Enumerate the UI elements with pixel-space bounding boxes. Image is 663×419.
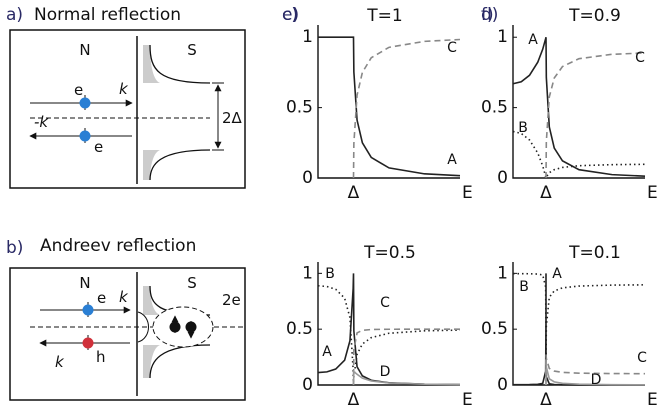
cooper-pair: [153, 307, 213, 347]
series-line: [354, 329, 461, 385]
label: k: [119, 288, 129, 306]
s-label: S: [187, 41, 197, 59]
electron: [170, 322, 181, 333]
y-tick-label: 1: [497, 27, 508, 47]
series-label: A: [552, 266, 562, 282]
diagram-andreev: b) Andreev reflection N S e k 2e k h: [6, 236, 245, 400]
label: e: [97, 289, 106, 307]
figure: a) Normal reflection N S 2Δ e k -k e b) …: [0, 0, 663, 419]
dos-curve: [150, 345, 210, 378]
series-label: A: [528, 32, 538, 48]
diagram-title: Andreev reflection: [40, 236, 196, 256]
diagram-title: Normal reflection: [34, 5, 181, 25]
y-tick-label: 1: [302, 263, 313, 283]
y-tick-label: 0.5: [481, 98, 508, 118]
n-label: N: [79, 41, 90, 59]
frame: [10, 30, 245, 188]
axes: [513, 262, 645, 385]
series-line: [318, 37, 460, 176]
n-label: N: [79, 274, 90, 292]
series-label: C: [637, 350, 647, 366]
x-axis-label: E: [647, 390, 658, 410]
chart-title: T=0.9: [568, 6, 621, 26]
series-label: B: [519, 279, 529, 295]
y-tick-label: 0: [302, 168, 313, 188]
series-label: C: [380, 295, 390, 311]
series-label: A: [447, 152, 457, 168]
y-tick-label: 1: [302, 27, 313, 47]
series-label: B: [518, 120, 528, 136]
series-line: [513, 273, 645, 385]
x-tick-label: Δ: [348, 390, 360, 410]
label: 2e: [222, 291, 241, 309]
y-tick-label: 0: [497, 375, 508, 395]
panel-label: f): [481, 5, 494, 25]
y-tick-label: 1: [497, 263, 508, 283]
label: h: [96, 348, 106, 366]
x-axis-label: E: [462, 390, 473, 410]
diagram-normal: a) Normal reflection N S 2Δ e k -k e: [6, 5, 245, 188]
hole: [83, 338, 94, 349]
series-label: C: [447, 40, 457, 56]
series-line: [513, 131, 645, 178]
y-tick-label: 0.5: [286, 98, 313, 118]
y-tick-label: 0.5: [286, 319, 313, 339]
series-label: A: [322, 344, 332, 360]
label: -k: [34, 113, 49, 131]
dos-curve: [150, 45, 210, 83]
electron: [80, 131, 91, 142]
series-line: [354, 40, 461, 179]
panel-label: e): [282, 5, 299, 25]
electron: [83, 305, 94, 316]
dos-fill: [143, 345, 210, 378]
x-axis-label: E: [647, 183, 658, 203]
electron: [80, 98, 91, 109]
electron: [186, 322, 197, 333]
chart-title: T=1: [366, 6, 402, 26]
series-line: [354, 372, 461, 385]
label: e: [74, 81, 83, 99]
dos-curve: [150, 150, 210, 180]
label: e: [94, 138, 103, 156]
x-tick-label: Δ: [540, 390, 552, 410]
series-label: C: [635, 50, 645, 66]
panel-label: b): [6, 238, 23, 258]
chart-title: T=0.1: [568, 243, 621, 263]
x-axis-label: E: [462, 183, 473, 203]
y-tick-label: 0.5: [481, 319, 508, 339]
x-tick-label: Δ: [540, 183, 552, 203]
dos-fill: [143, 150, 210, 180]
label: k: [55, 353, 65, 371]
y-tick-label: 0: [497, 168, 508, 188]
x-tick-label: Δ: [348, 183, 360, 203]
series-label: D: [380, 364, 391, 380]
label: k: [119, 80, 129, 98]
chart-title: T=0.5: [363, 243, 416, 263]
y-tick-label: 0: [302, 375, 313, 395]
series-line: [513, 274, 645, 385]
gap-label: 2Δ: [222, 109, 243, 127]
s-label: S: [187, 274, 197, 292]
series-label: B: [325, 266, 335, 282]
series-label: D: [591, 372, 602, 388]
panel-label: a): [6, 5, 23, 25]
